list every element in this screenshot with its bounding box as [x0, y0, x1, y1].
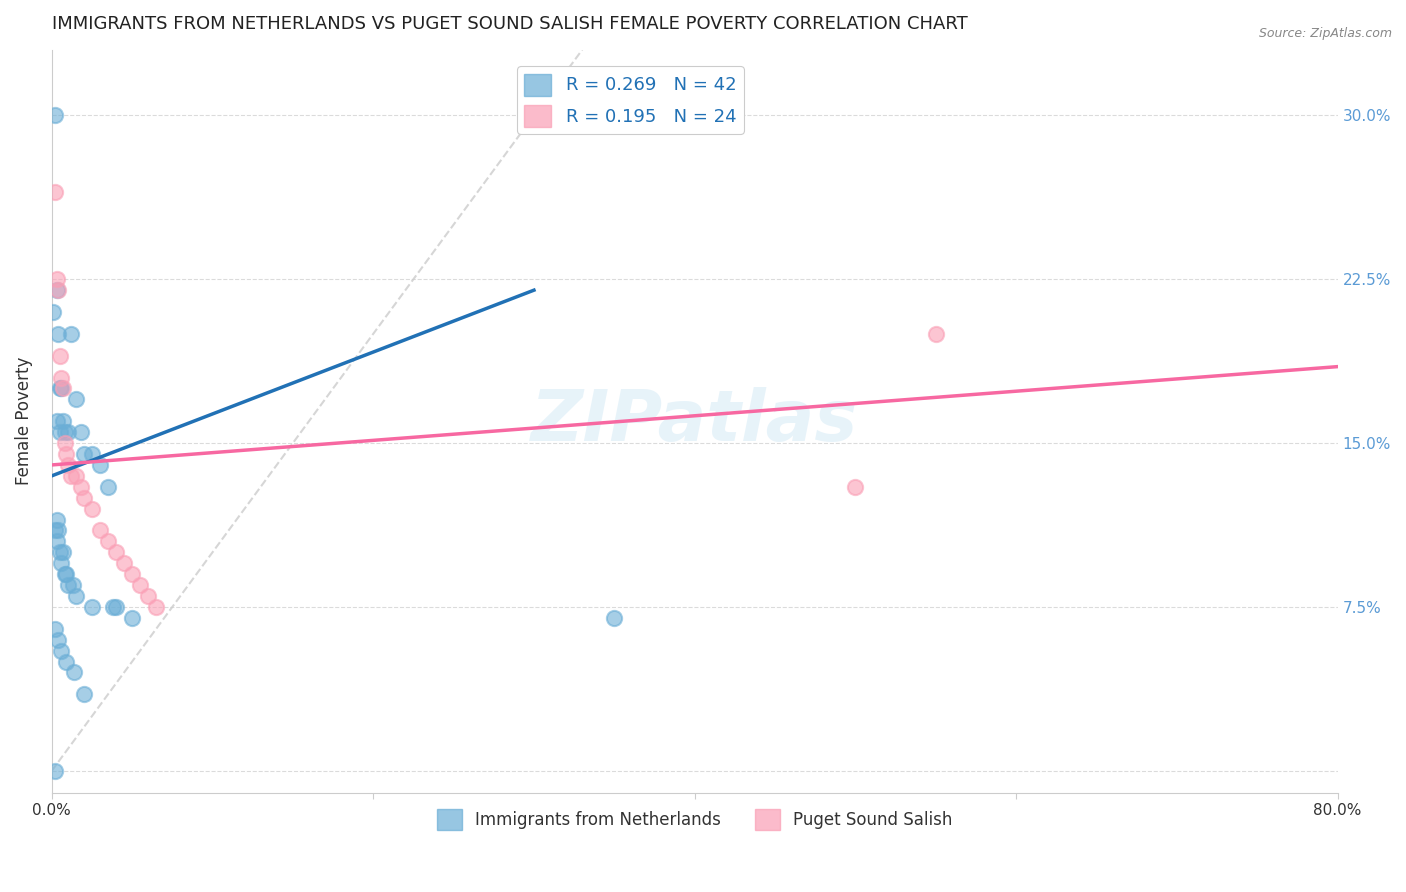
Point [44, 185, 66, 199]
Point [63, 665, 86, 680]
Point [89, 458, 111, 472]
Y-axis label: Female Poverty: Female Poverty [15, 357, 32, 485]
Point [97, 480, 120, 494]
Point [49, 382, 72, 396]
Point [69, 425, 91, 439]
Point [121, 611, 143, 625]
Point [80, 599, 103, 614]
Text: IMMIGRANTS FROM NETHERLANDS VS PUGET SOUND SALISH FEMALE POVERTY CORRELATION CHA: IMMIGRANTS FROM NETHERLANDS VS PUGET SOU… [52, 15, 967, 33]
Point [51, 556, 73, 570]
Point [45, 512, 67, 526]
Point [51, 370, 73, 384]
Point [46, 524, 69, 538]
Point [53, 425, 76, 439]
Point [65, 468, 87, 483]
Point [80, 501, 103, 516]
Point [80, 447, 103, 461]
Point [603, 611, 626, 625]
Point [52, 414, 75, 428]
Point [45, 283, 67, 297]
Point [44, 108, 66, 122]
Point [42, 305, 65, 319]
Point [46, 283, 69, 297]
Point [60, 326, 83, 341]
Point [73, 491, 96, 505]
Point [73, 687, 96, 701]
Point [62, 578, 84, 592]
Point [46, 326, 69, 341]
Point [52, 545, 75, 559]
Point [44, 764, 66, 778]
Point [52, 382, 75, 396]
Point [46, 632, 69, 647]
Point [45, 272, 67, 286]
Point [65, 589, 87, 603]
Point [56, 425, 79, 439]
Point [55, 567, 77, 582]
Point [49, 349, 72, 363]
Point [44, 622, 66, 636]
Point [105, 599, 128, 614]
Point [89, 524, 111, 538]
Point [97, 534, 120, 549]
Legend: Immigrants from Netherlands, Puget Sound Salish: Immigrants from Netherlands, Puget Sound… [430, 803, 959, 837]
Point [844, 480, 866, 494]
Point [49, 425, 72, 439]
Point [56, 458, 79, 472]
Text: Source: ZipAtlas.com: Source: ZipAtlas.com [1258, 27, 1392, 40]
Point [101, 599, 124, 614]
Point [53, 436, 76, 450]
Point [136, 589, 159, 603]
Point [65, 392, 87, 407]
Point [925, 326, 948, 341]
Point [45, 534, 67, 549]
Point [69, 480, 91, 494]
Point [53, 567, 76, 582]
Point [55, 655, 77, 669]
Point [49, 545, 72, 559]
Point [56, 578, 79, 592]
Point [51, 382, 73, 396]
Point [44, 524, 66, 538]
Point [73, 447, 96, 461]
Point [121, 567, 143, 582]
Point [51, 643, 73, 657]
Point [60, 468, 83, 483]
Point [55, 447, 77, 461]
Point [145, 599, 167, 614]
Point [105, 545, 128, 559]
Point [45, 414, 67, 428]
Text: ZIPatlas: ZIPatlas [531, 387, 859, 456]
Point [129, 578, 152, 592]
Point [112, 556, 135, 570]
